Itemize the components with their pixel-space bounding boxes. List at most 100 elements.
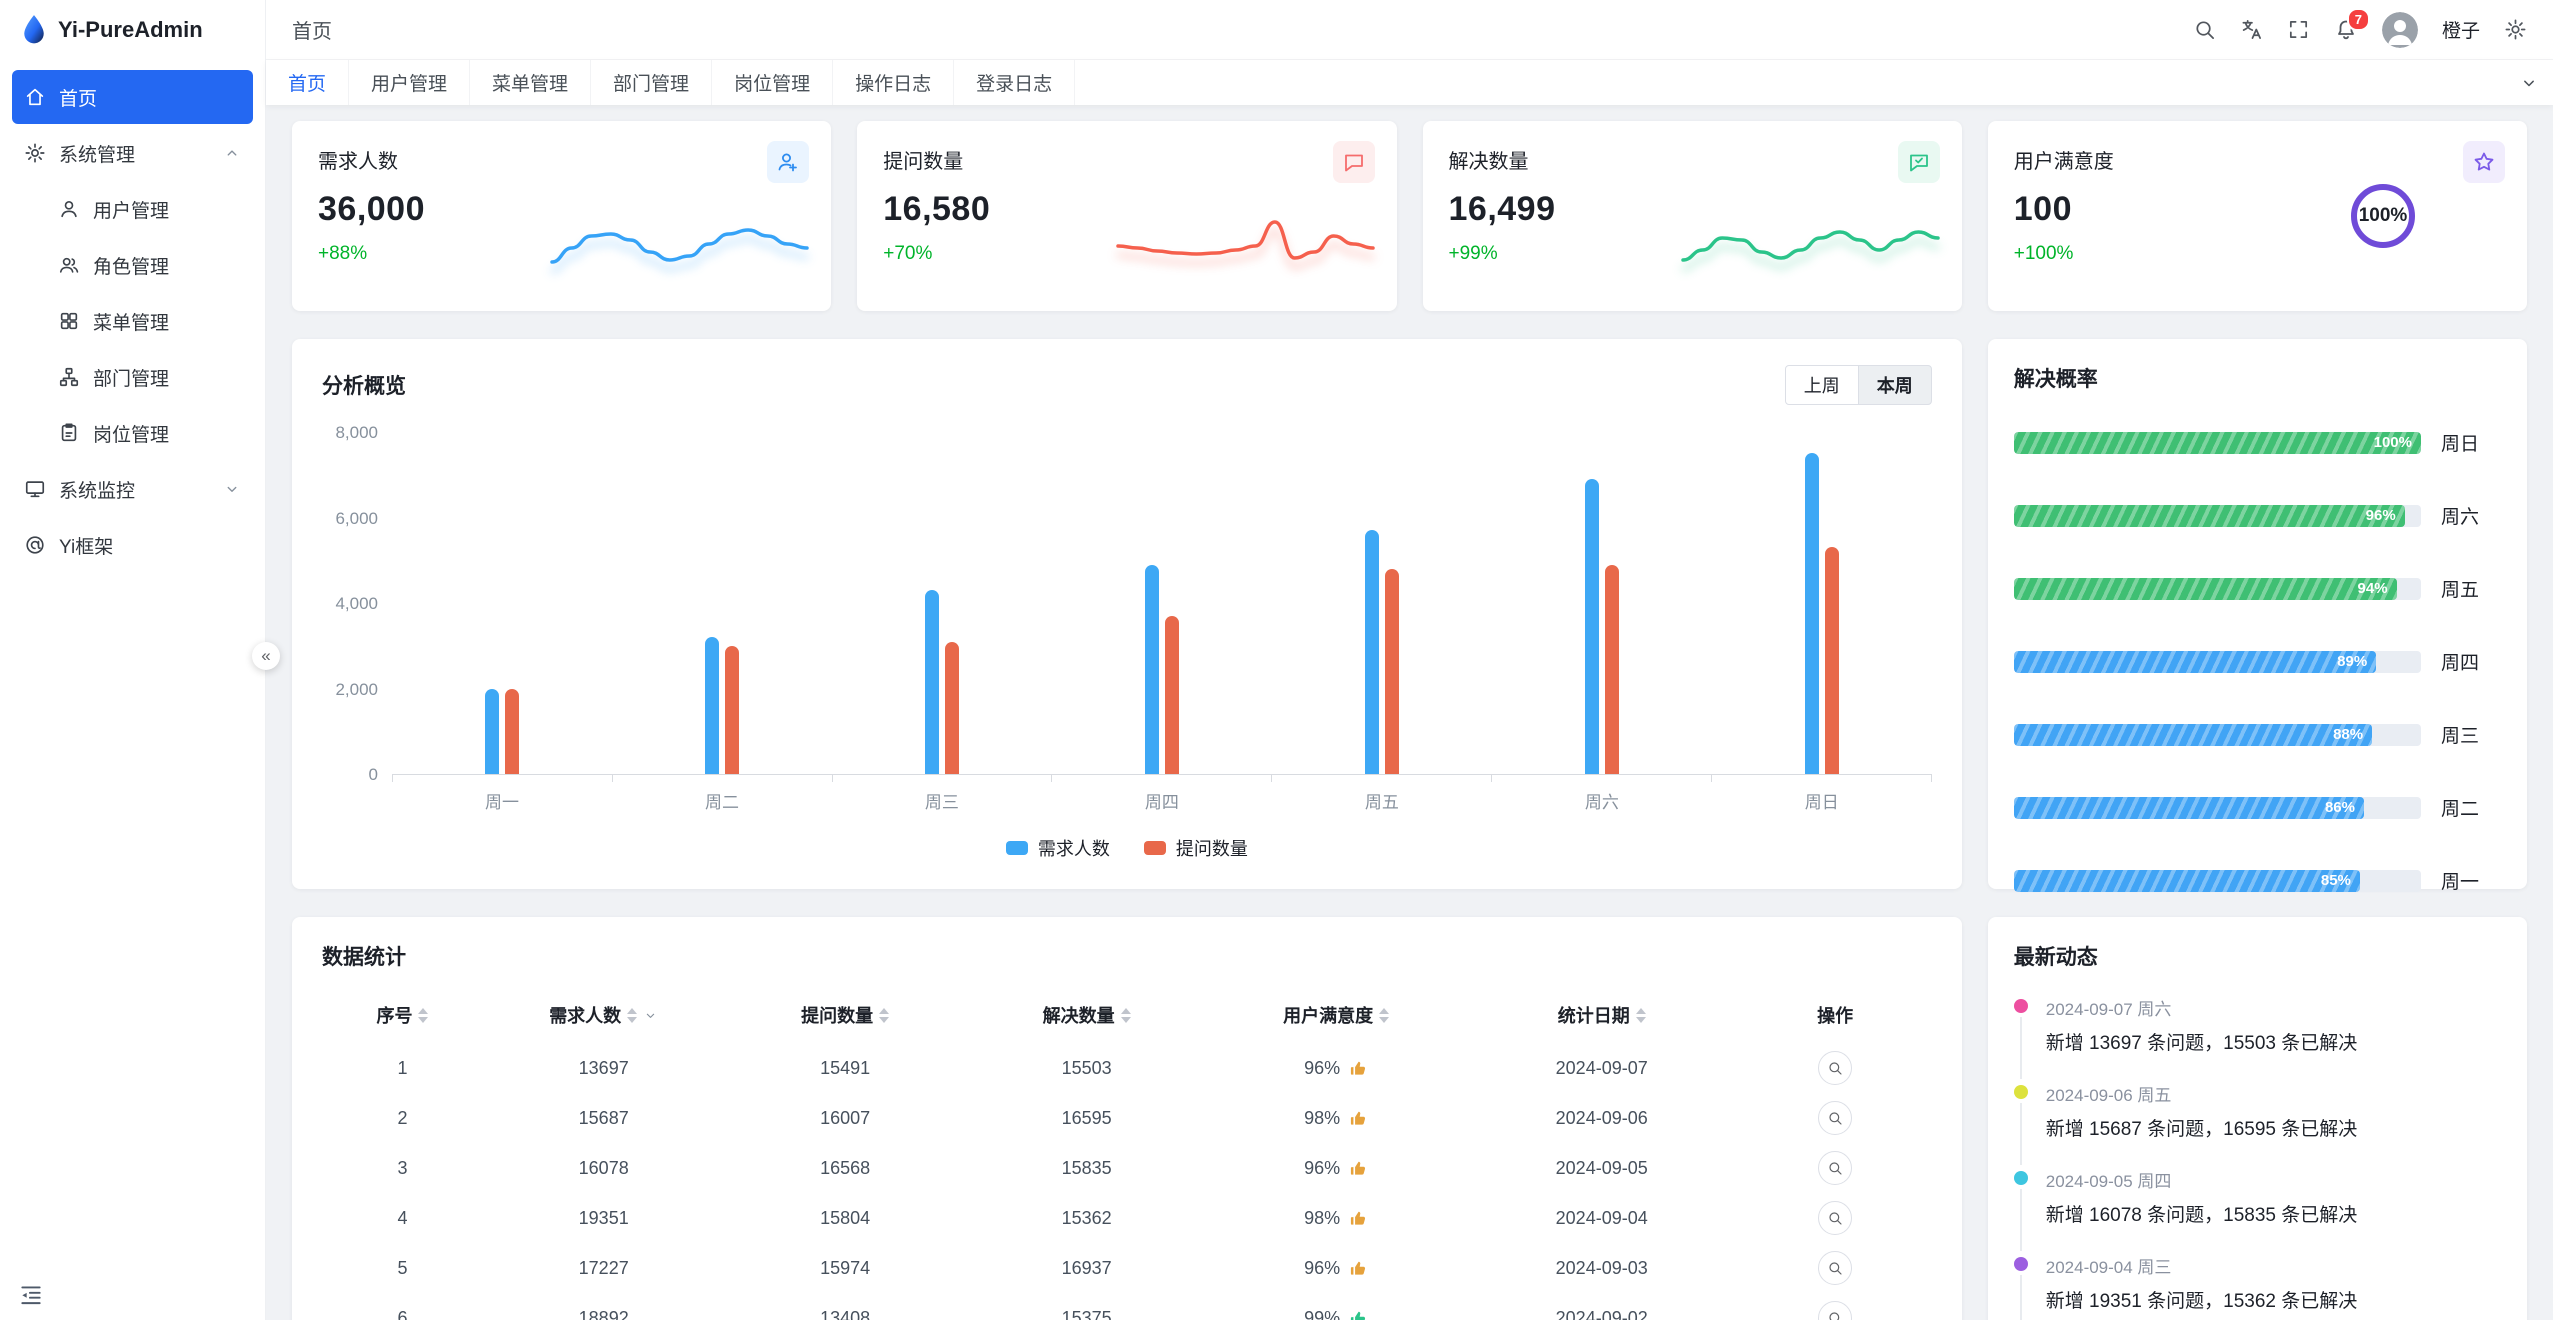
bar-group	[1272, 433, 1492, 774]
tab-op-log[interactable]: 操作日志	[833, 60, 955, 105]
timeline-title: 最新动态	[2013, 946, 2098, 969]
toggle-this-week[interactable]: 本周	[1857, 365, 1932, 405]
x-axis-label: 周日	[1804, 793, 1839, 812]
bar-series-1[interactable]	[944, 641, 959, 774]
toggle-last-week[interactable]: 上周	[1784, 365, 1859, 405]
stat-card-questions: 提问数量 16,580 +70%	[857, 121, 1397, 311]
satisfaction-ring: 100%	[2347, 180, 2419, 252]
sidebar-item-yi-framework[interactable]: Yi框架	[12, 518, 253, 572]
view-row-button[interactable]	[1818, 1051, 1853, 1085]
bar-series-1[interactable]	[724, 645, 739, 774]
tab-menu-mgmt[interactable]: 菜单管理	[470, 60, 592, 105]
tab-post-mgmt[interactable]: 岗位管理	[712, 60, 834, 105]
sort-carets-icon[interactable]	[1120, 1007, 1131, 1023]
sort-carets-icon[interactable]	[879, 1007, 890, 1023]
notification-bell-icon[interactable]: 7	[2334, 7, 2370, 42]
table-cell: 6	[397, 1307, 408, 1320]
thumbs-up-icon	[1348, 1158, 1368, 1178]
bar-series-0[interactable]	[484, 688, 499, 774]
view-row-button[interactable]	[1818, 1151, 1853, 1185]
bar-series-0[interactable]	[1364, 530, 1379, 774]
bar-series-0[interactable]	[704, 637, 719, 774]
stat-value: 36,000	[318, 190, 425, 228]
solve-rate-row: 88% 周三	[2013, 721, 2501, 748]
table-cell	[1739, 1193, 1932, 1243]
view-row-button[interactable]	[1818, 1101, 1853, 1135]
sort-carets-icon[interactable]	[1379, 1007, 1390, 1023]
bar-series-0[interactable]	[924, 590, 939, 774]
sparkline	[1115, 220, 1375, 260]
fullscreen-icon[interactable]	[2287, 18, 2310, 41]
view-row-button[interactable]	[1818, 1201, 1853, 1235]
sidebar-item-system-monitor[interactable]: 系统监控	[12, 462, 253, 516]
content: 需求人数 36,000 +88% 提问数量 16,580 +70% 解决数量 16,…	[266, 105, 2553, 1320]
timeline-item: 2024-09-05 周四 新增 16078 条问题，15835 条已解决	[2013, 1167, 2501, 1253]
dept-icon	[58, 366, 80, 388]
column-header[interactable]: 需求人数	[483, 987, 724, 1043]
table-cell: 3	[397, 1157, 408, 1178]
stat-title: 提问数量	[883, 151, 964, 173]
table-title: 数据统计	[322, 946, 406, 969]
sidebar-item-dept-mgmt[interactable]: 部门管理	[12, 350, 253, 404]
users-icon	[58, 254, 80, 276]
search-icon[interactable]	[2193, 18, 2216, 41]
top-header: 首页 7 橙子	[266, 0, 2553, 60]
bar-series-1[interactable]	[1164, 615, 1179, 774]
settings-gear-icon[interactable]	[2504, 18, 2527, 41]
table-cell: 99%	[1207, 1293, 1465, 1320]
solve-rate-row: 85% 周一	[2013, 867, 2501, 894]
sort-carets-icon[interactable]	[1635, 1007, 1646, 1023]
day-label: 周四	[2441, 653, 2480, 674]
stat-card-demand: 需求人数 36,000 +88%	[292, 121, 832, 311]
bar-series-0[interactable]	[1584, 479, 1599, 774]
filter-chevron-icon[interactable]	[643, 1008, 658, 1023]
bar-series-1[interactable]	[1384, 568, 1399, 774]
column-header[interactable]: 用户满意度	[1207, 987, 1465, 1043]
translate-icon[interactable]	[2240, 18, 2263, 41]
logo[interactable]: Yi-PureAdmin	[0, 0, 265, 60]
bar-series-0[interactable]	[1144, 564, 1159, 774]
column-header[interactable]: 提问数量	[724, 987, 965, 1043]
table-cell: 16937	[1061, 1257, 1112, 1278]
table-cell: 5	[397, 1257, 408, 1278]
solve-rate-title: 解决概率	[2013, 368, 2098, 391]
tab-login-log[interactable]: 登录日志	[954, 60, 1076, 105]
sort-carets-icon[interactable]	[418, 1007, 429, 1023]
collapse-sidebar-icon[interactable]	[18, 1282, 44, 1308]
sparkline	[550, 228, 809, 264]
stat-title: 解决数量	[1448, 151, 1529, 173]
column-header[interactable]: 解决数量	[966, 987, 1207, 1043]
tab-user-mgmt[interactable]: 用户管理	[349, 60, 471, 105]
stat-card-satisfaction: 用户满意度 100 +100% 100%	[1987, 121, 2527, 311]
bar-series-1[interactable]	[1824, 547, 1839, 774]
avatar[interactable]	[2381, 11, 2418, 48]
sidebar-item-home[interactable]: 首页	[12, 70, 253, 124]
legend-item[interactable]: 提问数量	[1143, 835, 1248, 861]
tabs-dropdown-icon[interactable]	[2505, 60, 2553, 105]
bar-series-0[interactable]	[1804, 453, 1819, 774]
timeline-text: 新增 15687 条问题，16595 条已解决	[2045, 1119, 2358, 1140]
column-header[interactable]: 序号	[322, 987, 483, 1043]
solve-rate-row: 89% 周四	[2013, 648, 2501, 675]
logo-drop-icon	[20, 14, 48, 46]
y-axis: 0 2,000 4,000 6,000 8,000	[322, 423, 392, 784]
view-row-button[interactable]	[1818, 1301, 1853, 1320]
progress-track: 86%	[2013, 796, 2421, 819]
legend-item[interactable]: 需求人数	[1005, 835, 1110, 861]
sidebar-item-role-mgmt[interactable]: 角色管理	[12, 238, 253, 292]
column-header[interactable]: 统计日期	[1465, 987, 1739, 1043]
view-row-button[interactable]	[1818, 1251, 1853, 1285]
sidebar-collapse-handle[interactable]: «	[252, 642, 280, 670]
tab-dept-mgmt[interactable]: 部门管理	[591, 60, 713, 105]
tab-home[interactable]: 首页	[266, 60, 350, 105]
sidebar-item-user-mgmt[interactable]: 用户管理	[12, 182, 253, 236]
bar-group	[1052, 433, 1272, 774]
sidebar-item-menu-mgmt[interactable]: 菜单管理	[12, 294, 253, 348]
table-cell: 2024-09-04	[1555, 1207, 1648, 1228]
sidebar-item-system-mgmt[interactable]: 系统管理	[12, 126, 253, 180]
table-cell: 16078	[578, 1157, 629, 1178]
sidebar-item-post-mgmt[interactable]: 岗位管理	[12, 406, 253, 460]
bar-series-1[interactable]	[1604, 564, 1619, 774]
sort-carets-icon[interactable]	[627, 1007, 638, 1023]
bar-series-1[interactable]	[504, 688, 519, 774]
